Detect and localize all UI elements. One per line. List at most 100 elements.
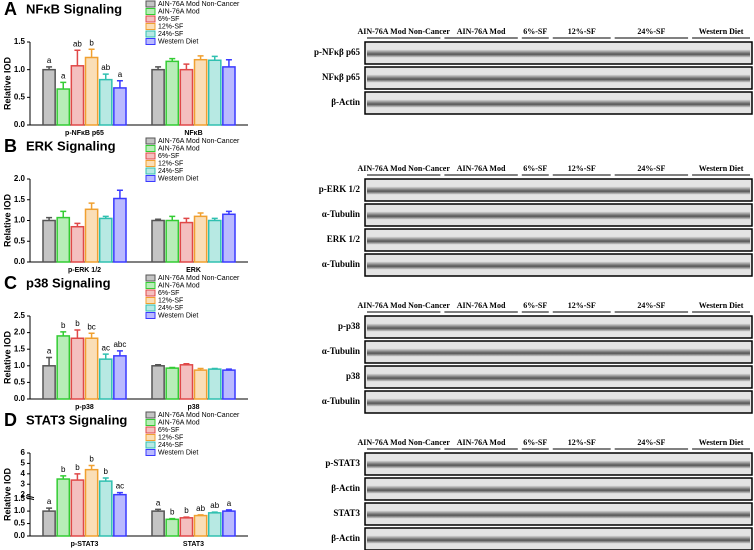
y-tick-label: 1.5 (14, 494, 26, 503)
legend-swatch (145, 175, 156, 182)
y-tick-label: 1.0 (14, 216, 26, 225)
row-label: p-ERK 1/2 (319, 184, 361, 194)
bar (165, 219, 180, 263)
blot-band (367, 74, 750, 83)
error-bar (197, 514, 204, 516)
legend-label: AIN-76A Mod (158, 145, 200, 152)
blot-band (367, 323, 750, 332)
error-bar (46, 507, 53, 512)
bar (84, 468, 99, 537)
group-label: 12%-SF (568, 301, 596, 310)
y-axis-label: Relative IOD (2, 330, 12, 384)
y-tick-label: 0.5 (14, 92, 26, 101)
chart-title: p38 Signaling (26, 275, 111, 290)
error-bar (74, 49, 81, 66)
group-label: 6%-SF (523, 438, 547, 447)
bar (98, 480, 113, 537)
group-label: Western Diet (699, 164, 744, 173)
significance-label: b (89, 455, 94, 464)
error-bar (183, 217, 190, 223)
bar (84, 56, 99, 126)
group-label: AIN-76A Mod Non-Cancer (357, 438, 450, 447)
error-bar (169, 215, 176, 221)
legend-label: 12%-SF (158, 23, 183, 30)
legend-label: Western Diet (158, 38, 198, 45)
bar (70, 225, 85, 263)
error-bar (211, 217, 218, 221)
blot-band (367, 186, 750, 195)
legend-label: 6%-SF (158, 427, 179, 434)
blot-band (367, 535, 750, 544)
y-tick-label: 1.5 (14, 195, 26, 204)
row-label: α-Tubulin (322, 209, 360, 219)
error-bar (46, 66, 53, 70)
legend-swatch (145, 289, 156, 297)
y-tick-label: 1.5 (14, 37, 26, 46)
bar (113, 493, 127, 537)
group-label: 12%-SF (568, 27, 596, 36)
significance-label: a (47, 56, 52, 65)
group-label: Western Diet (699, 27, 744, 36)
y-axis-label: Relative IOD (2, 193, 12, 247)
significance-label: ac (116, 482, 124, 491)
bar (151, 68, 165, 126)
error-bar (46, 356, 53, 366)
legend-swatch (145, 152, 156, 160)
bar (165, 367, 180, 400)
error-bar (88, 332, 95, 339)
row-label: p-NFκβ p65 (314, 47, 360, 57)
bar (222, 213, 236, 263)
error-bar (102, 73, 109, 80)
row-label: STAT3 (333, 508, 360, 518)
group-label: 6%-SF (523, 27, 547, 36)
bar (207, 368, 222, 400)
significance-label: a (156, 498, 161, 507)
panel-letter: A (4, 0, 17, 19)
significance-label: ac (102, 343, 110, 352)
error-bar (74, 222, 81, 227)
panel-letter: C (4, 273, 17, 293)
error-bar (169, 517, 176, 520)
bar (70, 65, 85, 126)
legend-swatch (145, 434, 156, 441)
error-bar (183, 516, 190, 518)
error-bar (225, 368, 232, 371)
chart-title: STAT3 Signaling (26, 412, 127, 427)
panel-letter: D (4, 410, 17, 430)
significance-label: a (47, 347, 52, 356)
legend-label: Western Diet (158, 449, 198, 456)
error-bar (211, 55, 218, 61)
bar (98, 78, 113, 126)
error-bar (88, 202, 95, 210)
bar (56, 335, 71, 400)
legend-swatch (145, 449, 156, 456)
legend-swatch (145, 8, 156, 15)
y-tick-label: 0.0 (14, 257, 26, 266)
bar (179, 221, 194, 263)
bar (222, 369, 236, 400)
row-label: β-Actin (331, 533, 360, 543)
error-bar (116, 79, 123, 88)
legend-swatch (145, 137, 156, 145)
blot-band (367, 398, 750, 407)
group-label: AIN-76A Mod (457, 164, 506, 173)
x-tick-label: NFκB (184, 130, 202, 137)
legend-label: 6%-SF (158, 153, 179, 160)
bar (193, 215, 208, 263)
significance-label: a (61, 72, 66, 81)
legend-label: 12%-SF (158, 297, 183, 304)
error-bar (197, 55, 204, 60)
legend-swatch (145, 15, 156, 23)
legend-swatch (145, 312, 156, 319)
bar (193, 369, 208, 400)
legend-label: 24%-SF (158, 31, 183, 38)
bar (151, 365, 165, 400)
group-label: 6%-SF (523, 301, 547, 310)
error-bar (88, 464, 95, 470)
bar (165, 60, 180, 126)
legend-label: AIN-76A Mod Non-Cancer (158, 412, 240, 419)
significance-label: abc (113, 340, 126, 349)
row-label: α-Tubulin (322, 396, 360, 406)
row-label: β-Actin (331, 97, 360, 107)
